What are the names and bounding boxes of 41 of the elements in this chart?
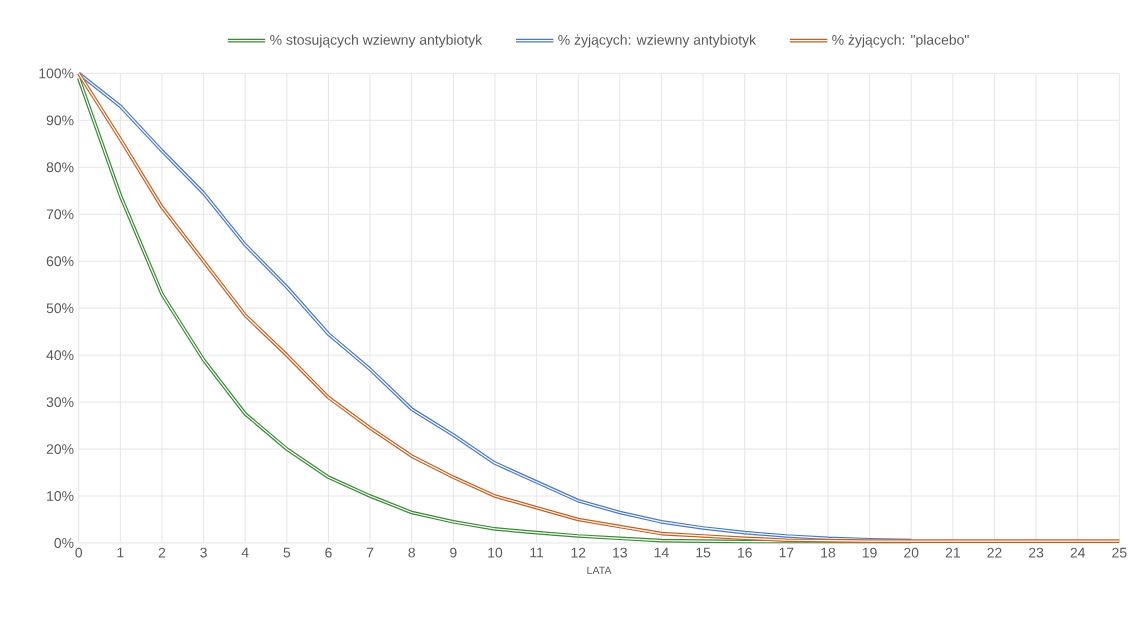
legend-label: % stosujących wziewny antybiotyk: [270, 34, 483, 48]
x-tick-label: 14: [654, 547, 669, 558]
x-tick-label: 23: [1029, 547, 1044, 558]
x-tick-label: 5: [283, 547, 291, 558]
x-tick-label: 13: [613, 547, 627, 558]
x-tick-label: 11: [530, 547, 544, 558]
y-tick-label: 70%: [46, 209, 74, 220]
y-tick-label: 60%: [46, 256, 74, 267]
x-tick-label: 17: [779, 547, 794, 558]
x-tick-label: 12: [571, 547, 586, 558]
x-tick-label: 0: [75, 547, 83, 558]
x-axis-title: LATA: [587, 566, 612, 574]
x-tick-label: 10: [488, 547, 503, 558]
y-tick-label: 30%: [46, 397, 74, 408]
x-tick-label: 9: [450, 547, 457, 558]
y-tick-label: 80%: [46, 162, 74, 173]
x-tick-label: 16: [738, 547, 752, 558]
x-tick-label: 24: [1070, 547, 1086, 558]
x-tick-label: 21: [945, 547, 960, 558]
x-tick-label: 3: [200, 547, 207, 558]
x-tick-label: 8: [408, 547, 415, 558]
x-tick-label: 15: [696, 547, 711, 558]
x-tick-label: 2: [158, 547, 166, 558]
y-tick-label: 50%: [46, 303, 74, 314]
y-tick-label: 90%: [46, 115, 74, 126]
x-tick-label: 19: [862, 547, 877, 558]
y-tick-label: 20%: [46, 444, 74, 454]
x-tick-label: 25: [1112, 547, 1127, 558]
y-tick-label: 10%: [47, 491, 74, 501]
x-tick-label: 7: [366, 547, 374, 558]
y-tick-label: 40%: [46, 350, 74, 361]
x-tick-label: 20: [904, 547, 919, 558]
x-tick-label: 6: [325, 547, 332, 558]
y-tick-label: 0%: [54, 538, 74, 548]
legend-label: % żyjących: wziewny antybiotyk: [558, 34, 757, 48]
x-tick-label: 1: [117, 547, 124, 558]
legend-label: % żyjących: "placebo": [832, 34, 969, 48]
x-tick-label: 4: [241, 547, 249, 558]
x-tick-label: 18: [821, 547, 836, 558]
y-tick-label: 100%: [39, 68, 74, 79]
x-tick-label: 22: [987, 547, 1002, 558]
